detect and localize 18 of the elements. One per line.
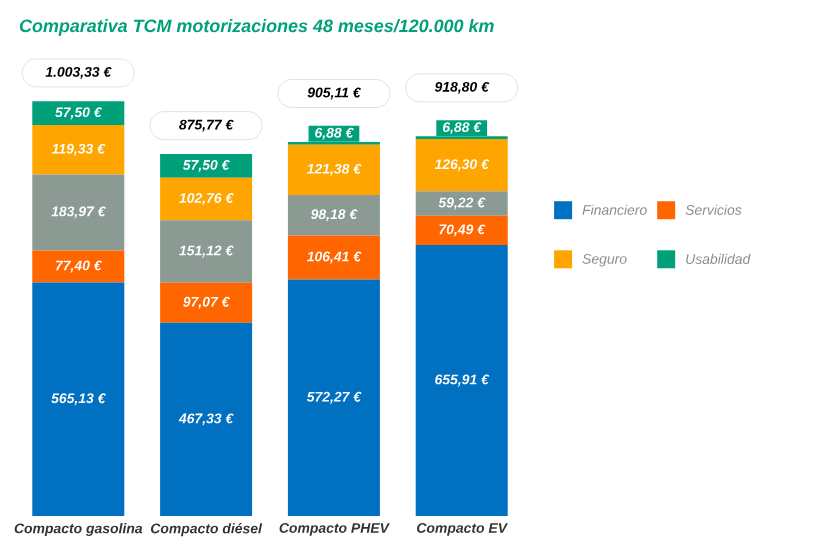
bar: [32, 101, 125, 126]
bar: [160, 177, 253, 221]
bar: [160, 322, 253, 516]
bar: [415, 244, 508, 516]
bar: [32, 174, 125, 251]
bar: [32, 250, 125, 283]
chart-title: Comparativa TCM motorizaciones 48 meses/120.000 km: [19, 19, 494, 36]
bar: [415, 191, 508, 216]
bar: [160, 154, 253, 178]
bar: [415, 139, 508, 192]
bar: [32, 282, 125, 516]
bar: [32, 125, 125, 175]
bar: [160, 220, 253, 283]
bar: [287, 279, 380, 516]
bar: [160, 282, 253, 323]
bar: [287, 194, 380, 236]
bar: [287, 235, 380, 280]
bar: [415, 215, 508, 245]
